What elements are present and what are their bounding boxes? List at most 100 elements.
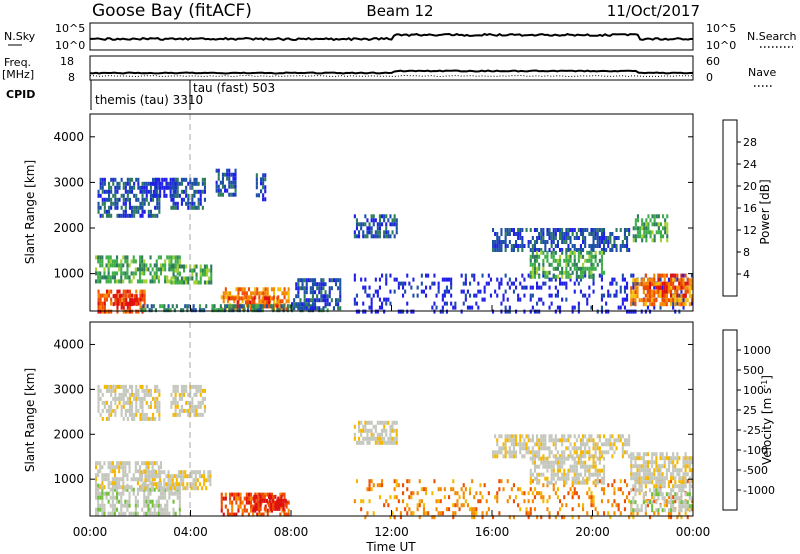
radar-cell xyxy=(690,504,693,509)
radar-cell xyxy=(299,278,302,283)
radar-cell xyxy=(116,499,119,504)
radar-cell xyxy=(644,499,647,504)
radar-cell xyxy=(443,487,446,492)
radar-cell xyxy=(314,278,317,283)
radar-cell xyxy=(552,483,555,488)
radar-cell xyxy=(638,480,641,485)
radar-cell xyxy=(473,273,476,278)
radar-cell xyxy=(504,450,507,455)
radar-cell xyxy=(546,483,549,488)
radar-cell xyxy=(170,400,173,405)
radar-cell xyxy=(642,480,645,485)
radar-cell xyxy=(533,456,536,461)
radar-cell xyxy=(111,485,114,490)
radar-cell xyxy=(111,481,114,486)
radar-cell xyxy=(171,482,174,487)
radar-cell xyxy=(122,491,125,496)
radar-cell xyxy=(672,488,675,493)
radar-cell xyxy=(95,477,98,482)
freq-panel: Freq. [MHz] 18 8 60 0 Nave xyxy=(2,55,776,87)
radar-cell xyxy=(406,487,409,492)
radar-cell xyxy=(305,282,308,287)
radar-cell xyxy=(316,294,319,299)
radar-cell xyxy=(592,472,595,477)
radar-cell xyxy=(385,234,388,239)
radar-cell xyxy=(433,515,436,520)
radar-cell xyxy=(147,392,150,397)
radar-cell xyxy=(128,189,131,194)
radar-cell xyxy=(623,450,626,455)
radar-cell xyxy=(134,271,137,276)
radar-cell xyxy=(416,491,419,496)
radar-cell xyxy=(134,507,137,512)
radar-cell xyxy=(203,408,206,413)
radar-cell xyxy=(151,267,154,272)
radar-cell xyxy=(544,456,547,461)
radar-cell xyxy=(425,285,428,290)
radar-cell xyxy=(196,470,199,475)
radar-cell xyxy=(285,299,288,304)
radar-cell xyxy=(141,412,144,417)
radar-cell xyxy=(166,275,169,280)
radar-cell xyxy=(141,263,144,268)
radar-cell xyxy=(241,500,244,505)
radar-cell xyxy=(651,289,654,294)
radar-cell xyxy=(108,213,111,218)
radar-cell xyxy=(584,270,587,275)
radar-cell xyxy=(273,291,276,296)
radar-cell xyxy=(122,384,125,389)
radar-cell xyxy=(406,479,409,484)
radar-cell xyxy=(475,301,478,306)
radar-cell xyxy=(174,280,177,285)
radar-cell xyxy=(105,408,108,413)
radar-cell xyxy=(127,302,130,307)
radar-cell xyxy=(235,496,238,501)
radar-cell xyxy=(163,193,166,198)
radar-cell xyxy=(628,248,631,252)
radar-cell xyxy=(496,244,499,248)
colorbar-tick-label: 1000 xyxy=(743,344,771,357)
radar-cell xyxy=(283,291,286,296)
radar-cell xyxy=(120,177,123,182)
radar-cell xyxy=(655,484,658,489)
radar-cell xyxy=(141,197,144,202)
radar-cell xyxy=(565,270,568,275)
radar-cell xyxy=(498,450,501,455)
radar-cell xyxy=(623,297,626,302)
radar-cell xyxy=(452,515,455,520)
radar-cell xyxy=(128,279,131,284)
radar-cell xyxy=(162,507,165,512)
radar-cell xyxy=(231,512,234,517)
radar-cell xyxy=(114,177,117,182)
radar-cell xyxy=(642,472,645,477)
radar-cell xyxy=(124,197,127,202)
radar-cell xyxy=(120,275,123,280)
radar-cell xyxy=(241,512,244,517)
radar-cell xyxy=(393,218,396,223)
radar-cell xyxy=(226,168,229,173)
radar-cell xyxy=(174,255,177,260)
radar-cell xyxy=(149,499,152,504)
radar-cell xyxy=(425,293,428,298)
radar-cell xyxy=(145,197,148,202)
radar-cell xyxy=(517,244,520,248)
radar-cell xyxy=(118,213,121,218)
radar-cell xyxy=(199,272,202,277)
radar-cell xyxy=(567,454,570,459)
radar-cell xyxy=(118,384,121,389)
radar-cell xyxy=(592,460,595,465)
radar-cell xyxy=(494,232,497,236)
radar-cell xyxy=(661,456,664,461)
radar-cell xyxy=(512,446,515,451)
radar-cell xyxy=(529,293,532,298)
radar-cell xyxy=(634,222,637,227)
radar-cell xyxy=(124,503,127,508)
radar-cell xyxy=(122,461,125,466)
radar-cell xyxy=(544,270,547,275)
radar-cell xyxy=(634,298,637,303)
radar-cell xyxy=(402,285,405,290)
radar-cell xyxy=(651,293,654,298)
radar-cell xyxy=(533,495,536,500)
radar-cell xyxy=(224,295,227,300)
radar-cell xyxy=(554,277,557,282)
